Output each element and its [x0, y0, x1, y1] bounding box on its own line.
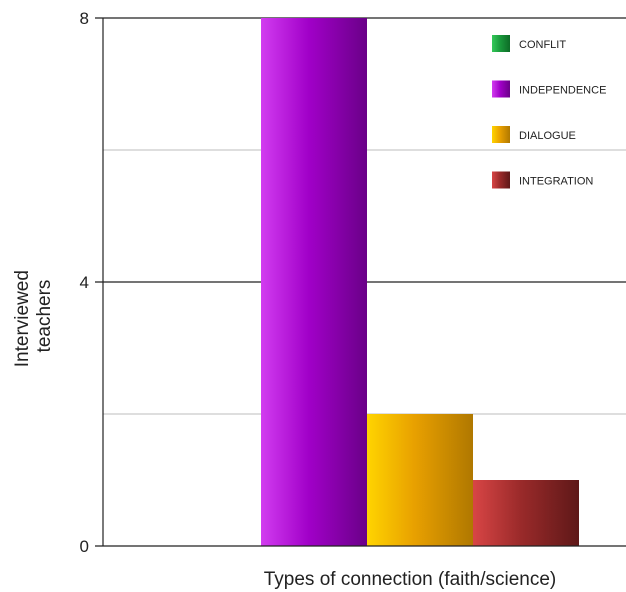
bars [261, 18, 579, 546]
y-axis-title-line-1: Interviewed [12, 270, 33, 367]
bar-independence [261, 18, 367, 546]
legend-label-integration: INTEGRATION [519, 176, 593, 188]
bar-integration [473, 480, 579, 546]
y-tick-labels: 0 4 8 [80, 9, 89, 556]
y-axis-title: Interviewed teachers [12, 265, 55, 367]
x-axis-title: Types of connection (faith/science) [264, 569, 557, 590]
legend-swatch-integration [492, 171, 510, 189]
bar-dialogue [367, 414, 473, 546]
legend-swatch-conflit [492, 35, 510, 52]
legend-label-conflit: CONFLIT [519, 39, 566, 51]
legend: CONFLIT INDEPENDENCE DIALOGUE INTEGRATION [492, 35, 606, 189]
legend-swatch-independence [492, 80, 510, 98]
legend-swatch-dialogue [492, 126, 510, 143]
y-tick-label: 4 [80, 273, 89, 292]
y-tick-label: 8 [80, 9, 89, 28]
y-tick-label: 0 [80, 537, 89, 556]
y-axis-title-line-2: teachers [34, 280, 55, 353]
legend-label-dialogue: DIALOGUE [519, 130, 576, 142]
legend-label-independence: INDEPENDENCE [519, 85, 606, 97]
